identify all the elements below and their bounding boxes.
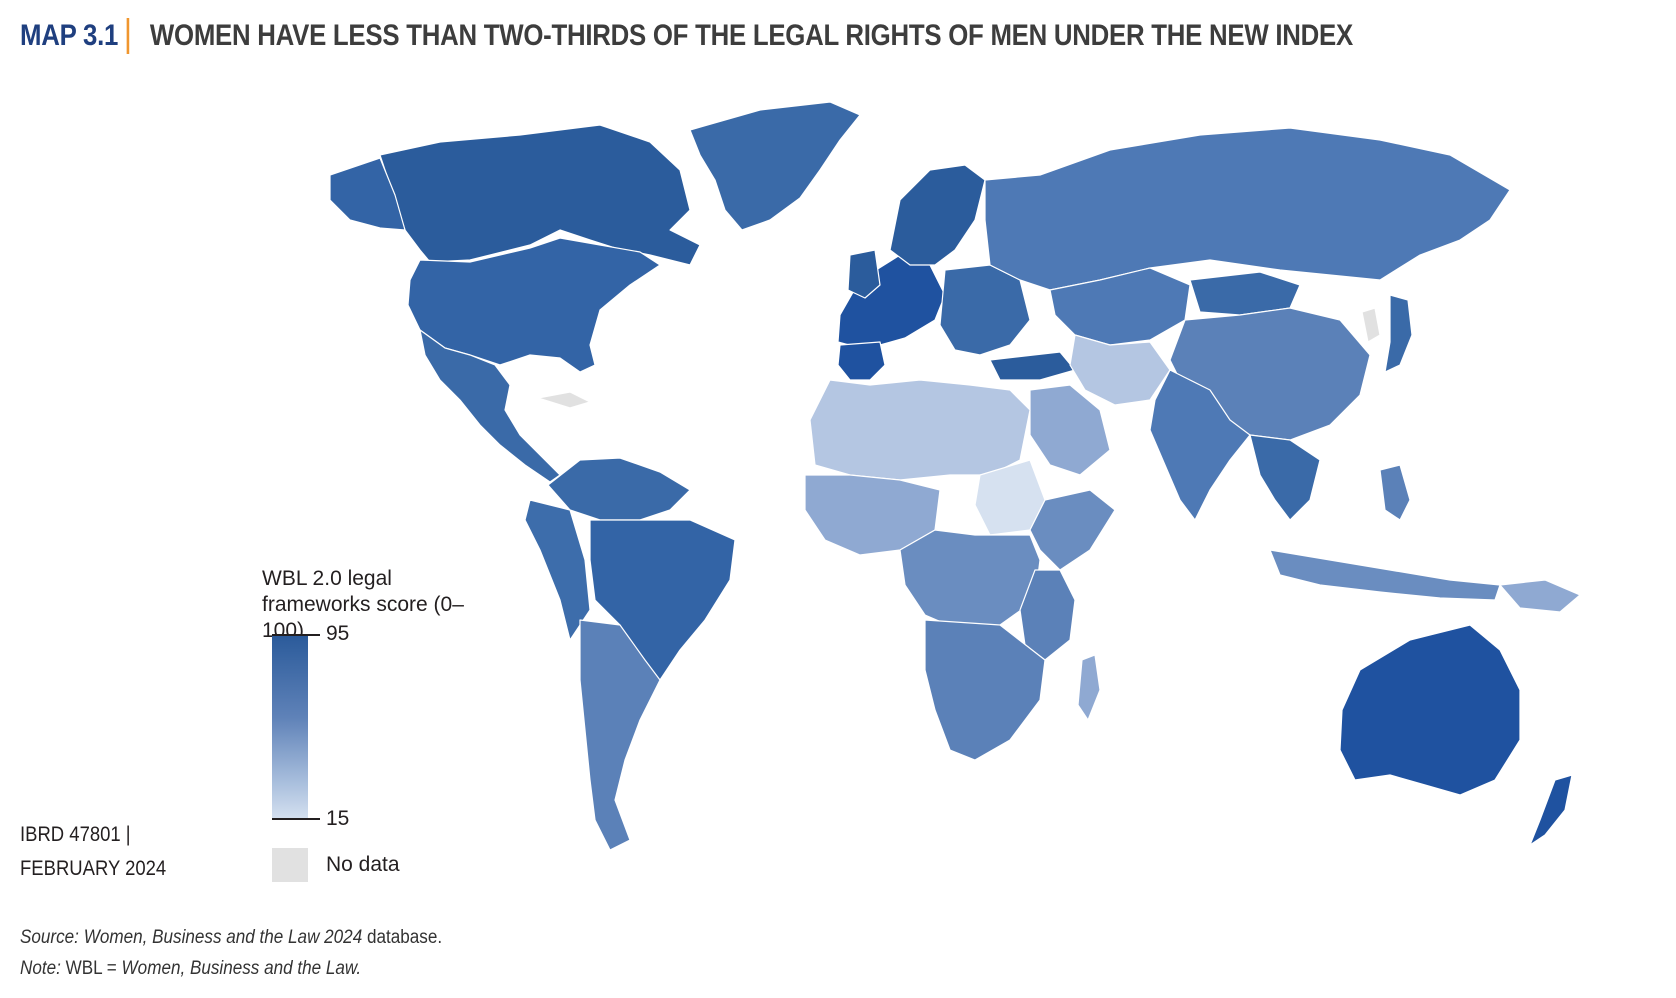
region-new-zealand [1529,774,1573,846]
region-north-africa [809,379,1031,481]
legend-min-label: 15 [326,807,350,830]
note-plain: WBL = [65,958,117,979]
region-scandinavia [889,164,986,266]
note-prefix: Note: [20,958,61,979]
map-title: WOMEN HAVE LESS THAN TWO-THIRDS OF THE L… [149,19,1353,52]
region-philippines [1379,464,1411,521]
region-caribbean [537,391,591,409]
region-horn-of-africa [1029,489,1116,571]
region-andes [524,499,591,641]
legend-gradient-bar [272,634,308,820]
region-arabian-peninsula [1029,384,1111,476]
map-header: MAP 3.1 WOMEN HAVE LESS THAN TWO-THIRDS … [20,12,1353,60]
region-iran-afghanistan [1069,334,1171,406]
region-alaska [329,157,406,231]
map-id-date: FEBRUARY 2024 [20,857,167,880]
footer-notes: Source: Women, Business and the Law 2024… [20,922,442,984]
region-central-asia [1049,267,1191,346]
title-separator [126,18,130,54]
map-number-label: MAP 3.1 [20,19,119,52]
legend-tick-max [272,634,320,636]
region-australia [1339,624,1521,796]
legend-no-data-swatch [272,848,308,882]
region-turkey [989,351,1076,381]
region-greenland [689,101,861,231]
world-map-svg [329,101,1581,851]
legend-no-data-label: No data [326,853,400,876]
world-choropleth-map [0,80,1676,900]
region-korea [1361,307,1381,343]
source-prefix: Source: [20,927,79,948]
region-uk-ireland [847,249,881,299]
region-madagascar [1077,654,1101,721]
source-title: Women, Business and the Law 2024 [83,927,363,948]
region-southern-cone [579,619,661,851]
region-russia [984,127,1511,291]
region-east-africa [1019,569,1076,661]
legend-title-line1: WBL 2.0 legal [262,567,392,590]
region-southern-africa [924,619,1046,761]
region-indonesia [1269,549,1501,601]
region-new-guinea [1499,579,1581,613]
map-id-number: IBRD 47801 | [20,823,131,846]
note-line: Note: WBL = Women, Business and the Law. [20,953,442,984]
note-italic: Women, Business and the Law. [121,958,362,979]
map-id-block: IBRD 47801 | FEBRUARY 2024 [20,818,166,886]
legend-title: WBL 2.0 legal frameworks score (0–100) [262,566,502,644]
region-canada [379,124,701,266]
region-northern-south-america [547,457,691,521]
legend-tick-min [272,818,320,820]
region-central-africa [899,529,1041,631]
source-suffix: database. [366,927,443,948]
region-iberia [837,341,886,381]
legend-max-label: 95 [326,622,350,645]
region-southeast-asia-mainland [1249,434,1321,521]
source-line: Source: Women, Business and the Law 2024… [20,922,442,953]
color-scale-legend: WBL 2.0 legal frameworks score (0–100) 9… [262,566,522,896]
region-japan [1384,294,1413,373]
region-india [1149,369,1251,521]
region-brazil [589,519,736,681]
